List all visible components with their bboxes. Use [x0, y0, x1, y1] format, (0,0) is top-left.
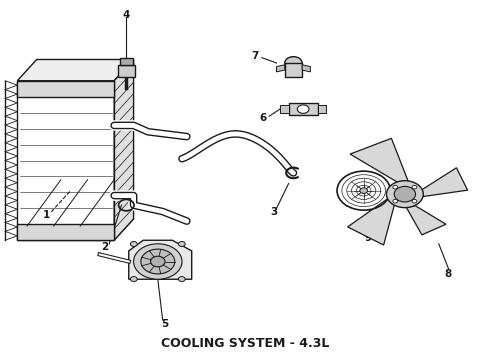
Polygon shape	[347, 199, 394, 245]
Circle shape	[394, 186, 416, 202]
Text: 1: 1	[43, 211, 50, 220]
Circle shape	[387, 181, 423, 208]
Text: 9: 9	[365, 234, 372, 243]
Polygon shape	[129, 240, 192, 279]
Polygon shape	[276, 65, 285, 72]
Polygon shape	[422, 168, 467, 197]
Polygon shape	[407, 206, 446, 235]
Text: 8: 8	[445, 269, 452, 279]
Circle shape	[360, 188, 368, 193]
Polygon shape	[17, 224, 114, 240]
Polygon shape	[289, 103, 318, 116]
Circle shape	[178, 276, 185, 282]
Circle shape	[130, 242, 137, 247]
Circle shape	[297, 105, 309, 113]
Polygon shape	[280, 105, 289, 113]
Circle shape	[393, 185, 398, 189]
Polygon shape	[120, 58, 133, 65]
Polygon shape	[17, 81, 114, 97]
Polygon shape	[302, 65, 310, 72]
Circle shape	[412, 185, 417, 189]
Circle shape	[393, 199, 398, 203]
Text: 7: 7	[251, 51, 258, 61]
Text: 6: 6	[259, 113, 267, 123]
Text: COOLING SYSTEM - 4.3L: COOLING SYSTEM - 4.3L	[161, 337, 329, 350]
Text: 4: 4	[122, 10, 130, 20]
Text: 5: 5	[161, 319, 169, 329]
Circle shape	[141, 249, 175, 274]
Polygon shape	[114, 59, 134, 240]
Polygon shape	[17, 59, 134, 81]
Circle shape	[134, 244, 182, 279]
Circle shape	[130, 276, 137, 282]
Circle shape	[150, 256, 165, 267]
Circle shape	[285, 57, 302, 69]
Polygon shape	[118, 65, 135, 77]
Text: 3: 3	[270, 207, 278, 217]
Polygon shape	[350, 138, 408, 182]
Polygon shape	[285, 63, 302, 77]
Circle shape	[412, 199, 417, 203]
Polygon shape	[318, 105, 326, 113]
Circle shape	[178, 242, 185, 247]
Text: 2: 2	[101, 242, 108, 252]
